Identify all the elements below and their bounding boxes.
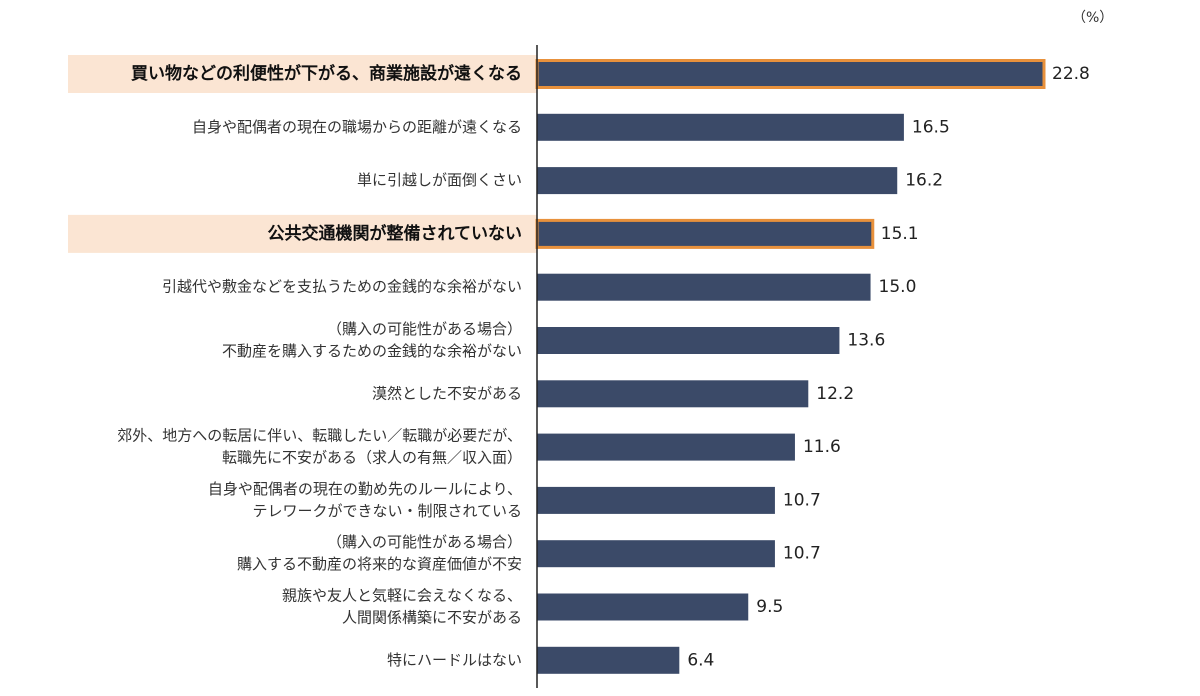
bar [537,273,871,301]
bar [537,113,904,141]
category-label: 郊外、地方への転居に伴い、転職したい／転職が必要だが、 [117,427,522,445]
data-label: 9.5 [756,597,783,617]
category-label: （購入の可能性がある場合） [327,320,522,338]
category-label: 親族や友人と気軽に会えなくなる、 [282,587,522,605]
category-label: 購入する不動産の将来的な資産価値が不安 [237,555,522,573]
category-label: 単に引越しが面倒くさい [357,171,522,189]
data-label: 15.1 [881,224,919,244]
data-label: 10.7 [783,490,821,510]
category-label: 買い物などの利便性が下がる、商業施設が遠くなる [131,63,522,84]
bar [535,59,1046,89]
bar [537,433,795,461]
bar [537,486,775,514]
category-label: 人間関係構築に不安がある [342,609,522,627]
bar [537,593,749,621]
unit-label: （%） [1072,10,1113,26]
data-label: 15.0 [879,277,917,297]
category-label: 特にハードルはない [387,651,522,669]
category-label: 不動産を購入するための金銭的な余裕がない [222,342,522,360]
bar [537,327,840,354]
category-label: 自身や配偶者の現在の勤め先のルールにより、 [208,480,522,498]
bar [537,646,680,674]
bar [537,167,898,195]
data-label: 11.6 [803,437,841,457]
category-label: 引越代や敷金などを支払うための金銭的な余裕がない [162,278,522,296]
bar [535,218,875,249]
data-label: 16.5 [912,117,950,137]
data-label: 16.2 [905,171,943,191]
category-label: 自身や配偶者の現在の職場からの距離が遠くなる [192,118,522,136]
category-label: 漠然とした不安がある [372,384,522,402]
data-label: 6.4 [687,650,714,670]
category-highlight-bg [68,214,537,253]
data-label: 13.6 [847,331,885,351]
category-label: （購入の可能性がある場合） [327,533,522,551]
bar [537,540,775,568]
data-label: 22.8 [1052,64,1090,84]
data-label: 10.7 [783,544,821,564]
bar [537,380,809,408]
category-highlight-bg [68,55,537,93]
category-label: 転職先に不安がある（求人の有無／収入面） [222,449,522,467]
category-label: テレワークができない・制限されている [252,502,522,520]
category-label: 公共交通機関が整備されていない [268,223,523,244]
data-label: 12.2 [816,384,854,404]
